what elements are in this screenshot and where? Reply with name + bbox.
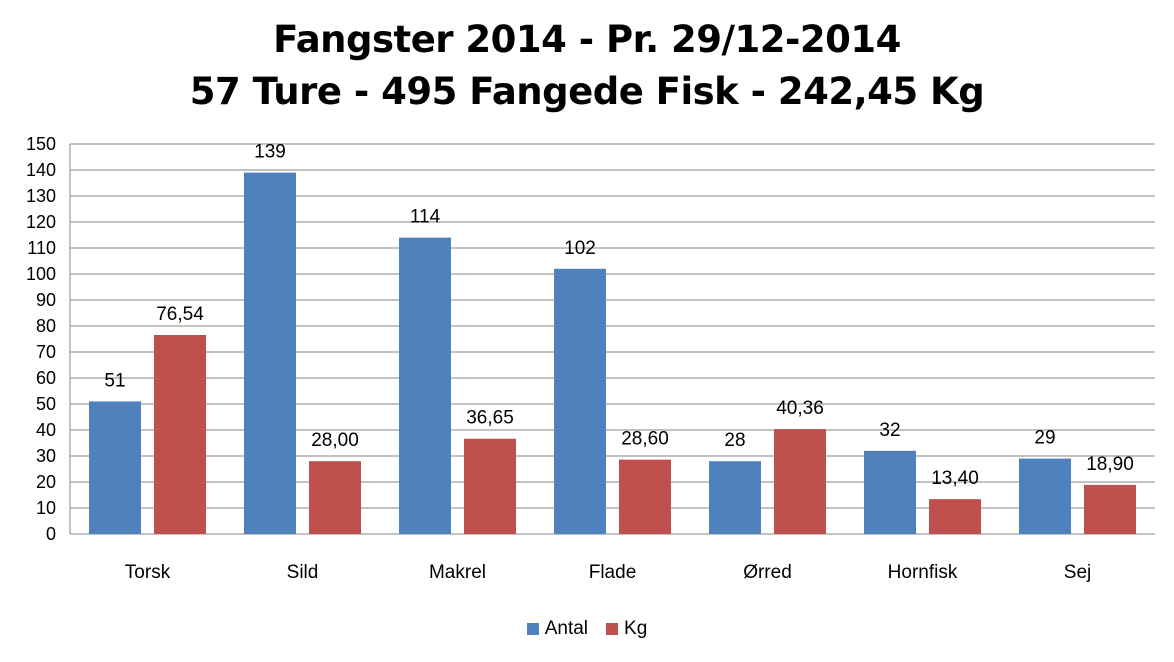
legend-swatch-antal (526, 623, 539, 635)
y-tick-label-120: 120 (26, 212, 56, 232)
bar-antal-6 (1019, 458, 1071, 534)
legend-swatch-kg (606, 623, 619, 635)
y-tick-label-10: 10 (36, 498, 56, 518)
bar-antal-0 (89, 401, 141, 534)
x-tick-label-5: Hornfisk (888, 562, 958, 583)
x-tick-label-2: Makrel (429, 562, 486, 583)
legend-item-antal: Antal (526, 618, 589, 640)
data-label-kg-5: 13,40 (931, 468, 979, 489)
data-label-kg-3: 28,60 (621, 429, 669, 450)
y-tick-label-110: 110 (27, 238, 56, 258)
data-label-antal-2: 114 (410, 207, 441, 228)
y-tick-label-60: 60 (36, 368, 56, 388)
data-label-kg-6: 18,90 (1086, 454, 1134, 475)
bar-antal-3 (554, 268, 606, 534)
data-label-kg-2: 36,65 (466, 408, 514, 429)
x-tick-label-1: Sild (287, 562, 319, 583)
x-tick-label-6: Sej (1064, 562, 1091, 583)
y-tick-label-130: 130 (26, 186, 56, 206)
y-tick-label-40: 40 (36, 420, 56, 440)
legend-label-antal: Antal (544, 618, 589, 639)
data-label-kg-4: 40,36 (776, 398, 824, 419)
chart-title-line1: Fangster 2014 - Pr. 29/12-2014 (273, 18, 901, 61)
y-tick-label-80: 80 (36, 316, 56, 336)
bar-kg-1 (309, 461, 361, 534)
y-tick-label-140: 140 (26, 160, 56, 180)
bar-kg-5 (929, 499, 981, 534)
legend-label-kg: Kg (624, 618, 648, 639)
chart-title-line2: 57 Ture - 495 Fangede Fisk - 242,45 Kg (189, 70, 985, 113)
data-label-kg-0: 76,54 (156, 304, 204, 325)
y-tick-label-90: 90 (36, 290, 56, 310)
data-label-antal-0: 51 (104, 370, 125, 391)
data-label-antal-6: 29 (1034, 428, 1055, 449)
y-tick-label-30: 30 (36, 446, 56, 466)
bar-antal-1 (244, 172, 296, 534)
bar-antal-2 (399, 237, 451, 534)
y-tick-label-20: 20 (36, 472, 56, 492)
x-tick-label-0: Torsk (125, 562, 171, 583)
y-tick-label-70: 70 (36, 342, 56, 362)
y-tick-label-100: 100 (26, 264, 56, 284)
bar-chart: 0 10 20 30 40 50 60 70 80 90 100 110 120 130 140 150 Tor… (26, 134, 1155, 583)
x-tick-label-4: Ørred (743, 562, 792, 583)
legend-item-kg: Kg (606, 618, 647, 640)
data-label-antal-3: 102 (564, 238, 596, 259)
data-label-antal-4: 28 (724, 430, 745, 451)
y-tick-label-50: 50 (36, 394, 56, 414)
bar-antal-4 (709, 461, 761, 534)
data-label-antal-5: 32 (879, 420, 900, 441)
bar-kg-3 (619, 459, 671, 534)
y-tick-label-150: 150 (26, 134, 56, 154)
x-tick-label-3: Flade (589, 562, 637, 583)
bar-kg-6 (1084, 484, 1136, 534)
y-tick-label-0: 0 (46, 524, 56, 544)
data-label-antal-1: 139 (254, 142, 286, 163)
bar-kg-0 (154, 334, 206, 534)
data-label-kg-1: 28,00 (311, 430, 359, 451)
bar-kg-2 (464, 438, 516, 534)
legend: Antal Kg (0, 618, 1174, 640)
bar-kg-4 (774, 429, 826, 534)
bar-antal-5 (864, 450, 916, 534)
